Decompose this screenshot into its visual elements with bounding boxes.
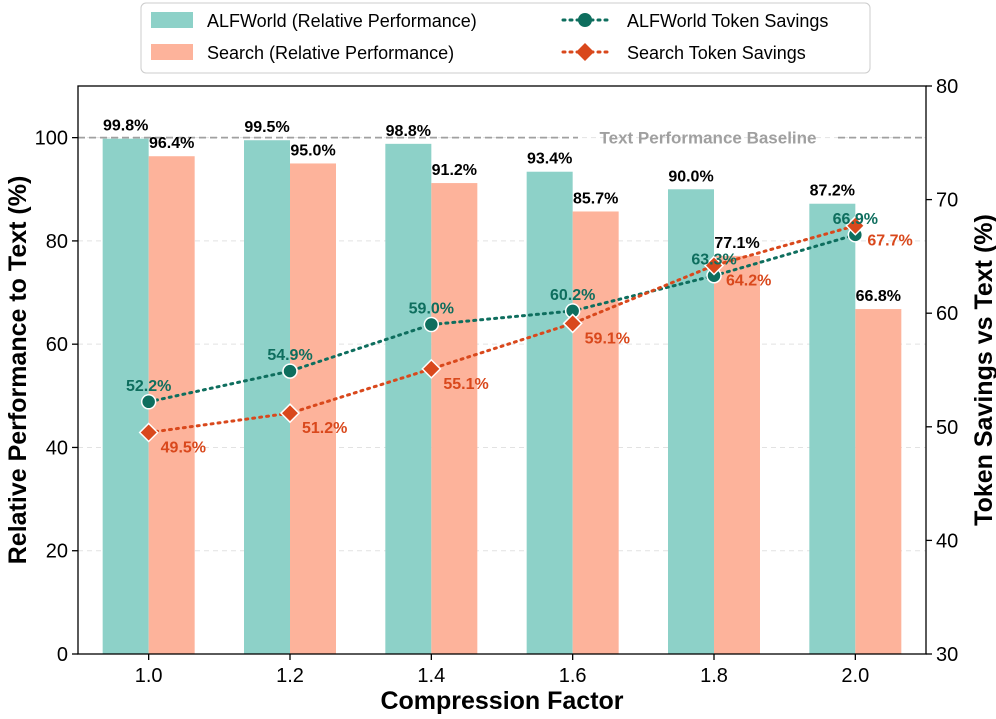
right-tick-label: 60 <box>936 303 958 325</box>
alfworld-savings-label: 59.0% <box>409 301 454 318</box>
alfworld-savings-label: 63.3% <box>691 252 736 269</box>
x-tick-label: 1.0 <box>135 665 163 687</box>
x-axis-title: Compression Factor <box>380 687 623 715</box>
line-search-savings <box>147 224 857 434</box>
bar-value-label: 95.0% <box>290 142 335 159</box>
marker-search-savings <box>279 403 301 424</box>
x-tick-label: 1.2 <box>276 665 304 687</box>
x-tick-label: 1.8 <box>700 665 728 687</box>
marker-search-savings <box>421 358 442 379</box>
data-labels: 99.8% 99.5% 98.8% 93.4% 90.0% 87.2% 96.4% 95.0%… <box>103 118 913 457</box>
marker-search-savings <box>703 255 725 276</box>
alfworld-savings-label: 60.2% <box>550 287 595 304</box>
bar-value-label: 77.1% <box>714 235 759 252</box>
bar-value-label: 85.7% <box>573 190 618 207</box>
bar-value-label: 91.2% <box>432 162 477 179</box>
search-savings-label: 51.2% <box>302 420 347 437</box>
search-savings-label: 67.7% <box>867 233 912 250</box>
bar-search <box>431 183 478 655</box>
x-tick-label: 1.4 <box>417 665 445 687</box>
search-savings-label: 59.1% <box>585 330 630 347</box>
right-tick-label: 50 <box>936 417 958 439</box>
axes: 0 20 40 60 80 100 30 40 50 60 70 80 1.0 1.2 1.4 1.6 1.8 2… <box>4 76 996 715</box>
left-tick-label: 20 <box>46 541 68 563</box>
marker-search-savings <box>845 215 866 236</box>
marker-alfworld-savings <box>140 394 157 410</box>
bar-value-label: 99.5% <box>244 119 289 136</box>
line-alfworld-savings <box>147 233 857 404</box>
bars <box>102 138 902 655</box>
left-tick-label: 40 <box>46 437 68 459</box>
right-tick-label: 80 <box>936 76 958 98</box>
legend-box <box>140 2 871 74</box>
bar-search <box>714 255 760 654</box>
plot-frame <box>77 85 927 655</box>
x-tick-label: 2.0 <box>841 665 869 687</box>
bar-search <box>290 163 336 655</box>
alfworld-savings-label: 52.2% <box>126 378 171 395</box>
alfworld-savings-label: 66.9% <box>833 211 878 228</box>
bar-search <box>572 211 619 654</box>
legend-swatch <box>151 12 193 28</box>
bar-search <box>148 156 195 654</box>
legend-swatch <box>151 44 193 60</box>
gridlines <box>78 137 926 655</box>
bar-alfworld <box>102 138 149 655</box>
baseline: Text Performance Baseline <box>78 129 926 148</box>
marker-alfworld-savings <box>423 316 440 333</box>
x-tick-label: 1.6 <box>559 665 587 687</box>
legend-label: ALFWorld Token Savings <box>627 11 828 31</box>
alfworld-savings-label: 54.9% <box>267 347 312 364</box>
left-tick-label: 0 <box>57 644 68 666</box>
marker-search-savings <box>138 422 159 443</box>
right-tick-label: 70 <box>936 190 958 212</box>
bar-alfworld <box>244 140 290 654</box>
search-savings-label: 49.5% <box>161 439 206 456</box>
bar-search <box>855 309 902 654</box>
marker-search-savings <box>562 313 583 334</box>
baseline-label: Text Performance Baseline <box>600 129 817 148</box>
right-tick-label: 30 <box>936 644 958 666</box>
bar-value-label: 98.8% <box>386 123 431 140</box>
marker-alfworld-savings <box>282 363 298 379</box>
right-tick-label: 40 <box>936 530 958 552</box>
bar-value-label: 96.4% <box>149 135 194 152</box>
bar-value-label: 66.8% <box>856 288 901 305</box>
legend-marker <box>576 43 594 61</box>
left-tick-label: 60 <box>46 334 68 356</box>
legend-label: Search Token Savings <box>627 43 806 63</box>
legend-label: ALFWorld (Relative Performance) <box>207 11 477 31</box>
bar-alfworld <box>385 143 432 654</box>
bar-alfworld <box>809 203 856 655</box>
lines <box>138 215 866 443</box>
left-tick-label: 80 <box>46 231 68 253</box>
search-savings-label: 64.2% <box>726 272 771 289</box>
search-savings-label: 55.1% <box>443 376 488 393</box>
bar-value-label: 99.8% <box>103 118 148 135</box>
bar-value-label: 93.4% <box>527 151 572 168</box>
legend: ALFWorld (Relative Performance) Search (R… <box>140 2 871 74</box>
y2-axis-title: Token Savings vs Text (%) <box>970 214 996 526</box>
left-tick-label: 100 <box>35 128 68 150</box>
bar-alfworld <box>526 171 573 654</box>
legend-label: Search (Relative Performance) <box>207 43 454 63</box>
bar-value-label: 90.0% <box>668 168 713 185</box>
bar-value-label: 87.2% <box>810 183 855 200</box>
y-axis-title: Relative Performance to Text (%) <box>4 176 32 565</box>
legend-marker <box>578 13 592 27</box>
